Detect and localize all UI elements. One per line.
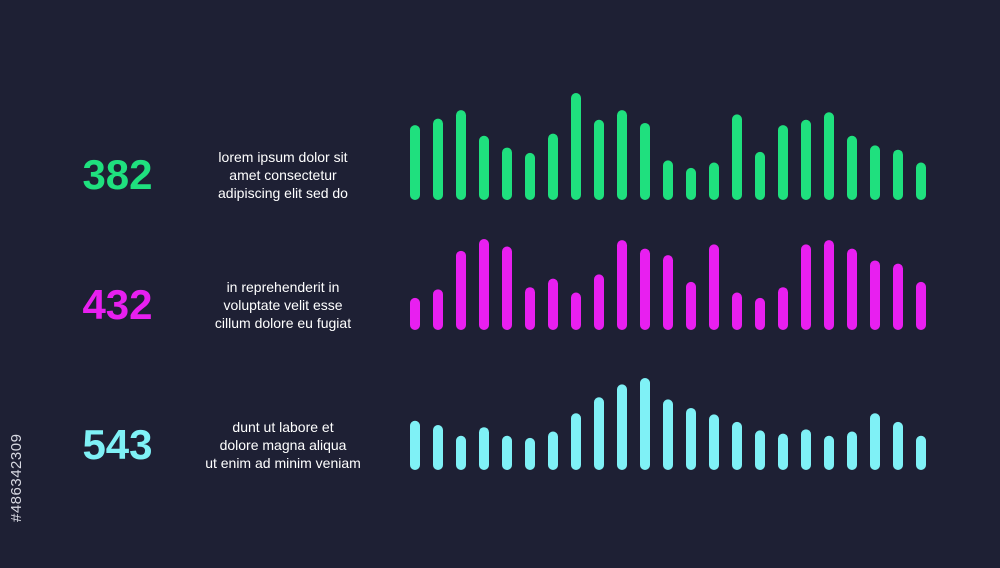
- bar-3-12: [663, 399, 673, 470]
- bar-2-8: [571, 292, 581, 330]
- bar-2-2: [433, 289, 443, 330]
- bar-1-19: [824, 112, 834, 200]
- bar-1-10: [617, 110, 627, 200]
- bar-1-20: [847, 135, 857, 200]
- bar-3-3: [456, 435, 466, 470]
- bar-1-17: [778, 125, 788, 200]
- chart-row-3: 543 dunt ut labore et dolore magna aliqu…: [0, 377, 1000, 500]
- bar-3-18: [801, 429, 811, 470]
- metric-value-2: 432: [82, 281, 153, 328]
- bar-3-2: [433, 425, 443, 470]
- bar-1-18: [801, 119, 811, 200]
- bar-3-1: [410, 420, 420, 470]
- bar-2-23: [916, 281, 926, 330]
- bar-1-6: [525, 152, 535, 200]
- description-2: in reprehenderit in voluptate velit esse…: [188, 278, 378, 332]
- description-1-line-1: lorem ipsum dolor sit: [218, 149, 348, 165]
- bar-1-5: [502, 147, 512, 200]
- bar-3-4: [479, 427, 489, 470]
- description-2-line-1: in reprehenderit in: [226, 279, 340, 295]
- bar-1-12: [663, 160, 673, 200]
- bar-2-19: [824, 240, 834, 330]
- description-2-line-3: cillum dolore eu fugiat: [214, 315, 352, 331]
- bar-1-4: [479, 135, 489, 200]
- bar-3-14: [709, 414, 719, 470]
- bar-3-11: [640, 377, 650, 470]
- bar-1-22: [893, 149, 903, 200]
- bar-chart-1: [410, 93, 926, 200]
- bar-3-20: [847, 431, 857, 470]
- bar-2-21: [870, 260, 880, 330]
- bar-chart-2: [410, 239, 926, 330]
- bar-2-14: [709, 244, 719, 330]
- bar-2-12: [663, 255, 673, 330]
- bar-chart-3: [410, 377, 926, 470]
- bar-3-7: [548, 431, 558, 470]
- bar-1-14: [709, 162, 719, 200]
- metric-value-3: 543: [82, 421, 153, 468]
- bar-1-3: [456, 110, 466, 200]
- bar-1-23: [916, 162, 926, 200]
- stock-id-watermark: #486342309: [8, 433, 25, 522]
- bar-3-19: [824, 435, 834, 470]
- bar-1-8: [571, 93, 581, 200]
- bar-1-1: [410, 125, 420, 200]
- description-3: dunt ut labore et dolore magna aliqua ut…: [188, 418, 378, 472]
- bar-3-9: [594, 397, 604, 470]
- bar-1-9: [594, 119, 604, 200]
- bar-3-16: [755, 430, 765, 470]
- bar-2-6: [525, 287, 535, 330]
- bar-1-13: [686, 167, 696, 200]
- bar-2-9: [594, 274, 604, 330]
- bar-3-15: [732, 421, 742, 470]
- bar-3-17: [778, 433, 788, 470]
- bar-2-13: [686, 281, 696, 330]
- description-1-line-2: amet consectetur: [229, 167, 337, 183]
- bar-2-16: [755, 297, 765, 330]
- bar-3-13: [686, 407, 696, 470]
- bar-1-16: [755, 151, 765, 200]
- bar-3-21: [870, 413, 880, 470]
- bar-1-21: [870, 145, 880, 200]
- chart-row-2: 432 in reprehenderit in voluptate velit …: [0, 239, 1000, 360]
- chart-row-1: 382 lorem ipsum dolor sit amet consectet…: [0, 93, 1000, 230]
- description-3-line-1: dunt ut labore et: [232, 419, 334, 435]
- bar-2-15: [732, 292, 742, 330]
- bar-1-2: [433, 118, 443, 200]
- bar-2-17: [778, 287, 788, 330]
- bar-3-22: [893, 421, 903, 470]
- bar-2-5: [502, 246, 512, 330]
- bar-2-11: [640, 248, 650, 330]
- description-3-line-3: ut enim ad minim veniam: [205, 455, 361, 471]
- bar-2-18: [801, 244, 811, 330]
- bar-3-8: [571, 413, 581, 470]
- bar-1-15: [732, 114, 742, 200]
- bar-1-11: [640, 122, 650, 200]
- description-1-line-3: adipiscing elit sed do: [218, 185, 348, 201]
- bar-2-4: [479, 239, 489, 330]
- bar-2-10: [617, 240, 627, 330]
- bar-1-7: [548, 133, 558, 200]
- metric-value-1: 382: [82, 151, 153, 198]
- bar-2-22: [893, 263, 903, 330]
- bar-3-5: [502, 435, 512, 470]
- bar-2-7: [548, 278, 558, 330]
- bar-3-6: [525, 437, 535, 470]
- description-2-line-2: voluptate velit esse: [223, 297, 343, 313]
- bar-2-1: [410, 297, 420, 330]
- bar-2-3: [456, 250, 466, 330]
- bar-3-23: [916, 435, 926, 470]
- description-3-line-2: dolore magna aliqua: [219, 437, 347, 453]
- description-1: lorem ipsum dolor sit amet consectetur a…: [188, 148, 378, 202]
- bar-2-20: [847, 248, 857, 330]
- bar-3-10: [617, 384, 627, 470]
